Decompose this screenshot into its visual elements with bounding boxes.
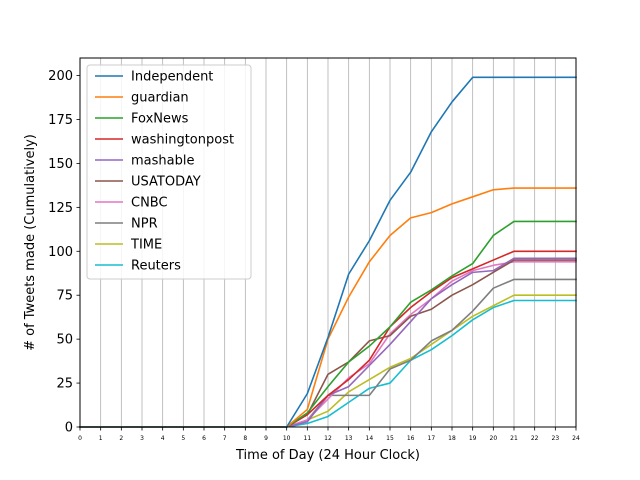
x-tick-label: 21	[510, 435, 518, 442]
legend-label: NPR	[131, 217, 158, 232]
x-tick-label: 18	[448, 435, 456, 442]
legend-label: FoxNews	[131, 112, 189, 127]
x-axis-ticks: 0 1 2 3 4 5 6 7 8 9 10 11 12 13 14 15 16 17 18 19 20 21 22 23 24	[78, 427, 580, 442]
legend-label: Reuters	[131, 259, 181, 274]
x-tick-label: 11	[304, 435, 312, 442]
x-tick-label: 5	[181, 435, 185, 442]
x-tick-label: 9	[264, 435, 268, 442]
y-tick-label: 0	[65, 421, 73, 436]
x-tick-label: 4	[161, 435, 165, 442]
legend: Independent guardian FoxNews washingtonpost…	[86, 64, 252, 280]
x-tick-label: 10	[283, 435, 291, 442]
legend-label: guardian	[131, 91, 189, 106]
legend-label: mashable	[131, 154, 194, 169]
y-tick-label: 125	[48, 201, 73, 216]
x-tick-label: 15	[386, 435, 394, 442]
y-axis-label: # of Tweets made (Cumulatively)	[23, 134, 38, 351]
x-tick-label: 16	[407, 435, 415, 442]
y-tick-label: 150	[48, 157, 73, 172]
x-tick-label: 14	[366, 435, 374, 442]
legend-box	[86, 64, 252, 280]
y-tick-label: 25	[56, 377, 73, 392]
x-tick-label: 24	[572, 435, 580, 442]
x-tick-label: 17	[428, 435, 436, 442]
legend-label: washingtonpost	[131, 133, 234, 148]
legend-label: Independent	[131, 70, 213, 85]
x-tick-label: 6	[202, 435, 206, 442]
x-tick-label: 20	[490, 435, 498, 442]
y-tick-label: 175	[48, 113, 73, 128]
x-tick-label: 0	[78, 435, 82, 442]
y-tick-label: 75	[56, 289, 73, 304]
x-tick-label: 3	[140, 435, 144, 442]
legend-label: USATODAY	[131, 175, 201, 190]
x-tick-label: 22	[531, 435, 539, 442]
x-tick-label: 7	[223, 435, 227, 442]
x-tick-label: 13	[345, 435, 353, 442]
x-tick-label: 19	[469, 435, 477, 442]
y-tick-label: 200	[48, 69, 73, 84]
x-tick-label: 2	[119, 435, 123, 442]
x-tick-label: 23	[552, 435, 560, 442]
y-tick-label: 50	[56, 333, 73, 348]
x-axis-label: Time of Day (24 Hour Clock)	[235, 448, 420, 463]
legend-label: CNBC	[131, 196, 168, 211]
x-tick-label: 8	[243, 435, 247, 442]
y-tick-label: 100	[48, 245, 73, 260]
legend-label: TIME	[130, 238, 162, 253]
x-tick-label: 12	[324, 435, 332, 442]
y-axis-ticks: 0 25 50 75 100 125 150 175 200	[48, 69, 80, 436]
x-tick-label: 1	[99, 435, 103, 442]
